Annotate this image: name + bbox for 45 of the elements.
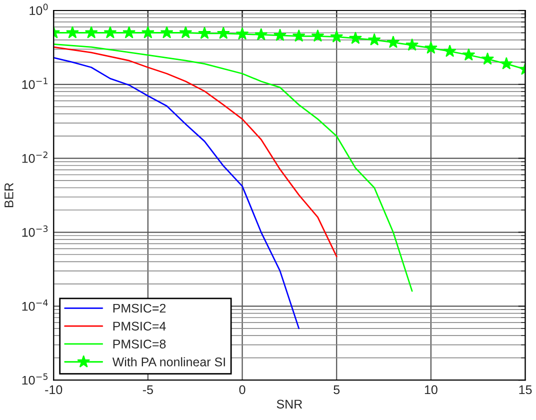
- legend-label: With PA nonlinear SI: [112, 357, 225, 366]
- point: [66, 26, 79, 38]
- line-series: [54, 56, 300, 330]
- x-tick-label: -5: [142, 385, 153, 394]
- point: [481, 52, 494, 65]
- point: [311, 29, 324, 42]
- line-series: [54, 44, 413, 292]
- point: [160, 26, 174, 38]
- x-tick-label: 10: [424, 385, 438, 394]
- line-series: [54, 46, 338, 258]
- point: [216, 26, 230, 39]
- y-tick-label: 10$^{−5}$: [22, 373, 48, 385]
- point: [236, 27, 249, 40]
- point: [406, 38, 419, 51]
- point: [84, 26, 98, 38]
- x-tick-label: 15: [519, 385, 532, 394]
- point: [179, 26, 192, 38]
- legend-label: PMSIC=2: [113, 304, 166, 313]
- x-tick-label: -10: [45, 385, 62, 394]
- point: [443, 44, 456, 57]
- x-tick-label: 0: [239, 385, 246, 394]
- legend-label: PMSIC=4: [113, 322, 166, 331]
- point: [424, 41, 438, 54]
- y-tick-label: 10$^{−3}$: [22, 225, 48, 237]
- y-tick-label: 10$^{−2}$: [22, 151, 48, 163]
- point: [386, 36, 400, 48]
- point: [292, 29, 306, 42]
- point: [462, 48, 476, 61]
- point: [274, 28, 286, 42]
- point: [254, 28, 268, 40]
- point: [104, 26, 117, 38]
- point: [330, 30, 344, 42]
- y-tick-label: 10$^{−4}$: [22, 299, 48, 311]
- y-tick-label: 10$^{−1}$: [22, 78, 48, 89]
- y-axis-title: BER: [4, 183, 14, 208]
- legend-label: PMSIC=8: [113, 340, 166, 348]
- point: [141, 26, 154, 38]
- point: [500, 57, 513, 70]
- x-axis-title: SNR: [276, 400, 302, 409]
- point: [349, 32, 362, 44]
- x-tick-label: 5: [334, 385, 340, 394]
- y-tick-label: 10$^{0}$: [30, 4, 48, 16]
- point: [198, 26, 211, 39]
- point: [122, 26, 136, 38]
- point: [368, 33, 381, 46]
